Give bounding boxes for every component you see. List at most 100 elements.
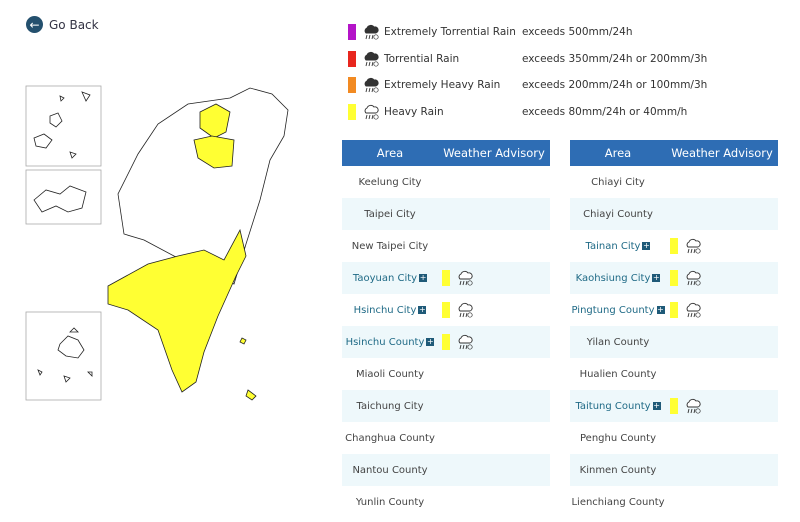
area-name: Chiayi County [583, 208, 653, 220]
table-row: Pingtung County + [570, 294, 778, 326]
legend-description: exceeds 500mm/24h [522, 26, 633, 38]
area-cell: Chiayi City [570, 166, 666, 198]
column-header: Weather Advisory [438, 140, 550, 166]
expand-button[interactable]: + [642, 240, 651, 250]
area-cell: Kinmen County [570, 454, 666, 486]
area-cell: Changhua County [342, 422, 438, 454]
area-cell: Hsinchu City + [342, 294, 438, 326]
table-row: Changhua County [342, 422, 550, 454]
area-cell: Keelung City [342, 166, 438, 198]
advisory [670, 237, 778, 255]
area-name[interactable]: Kaohsiung City [575, 272, 651, 284]
table-row: Miaoli County [342, 358, 550, 390]
expand-button[interactable]: + [419, 272, 428, 282]
legend-swatch [348, 77, 356, 94]
advisory-swatch [670, 270, 678, 286]
rain-icon [364, 24, 379, 40]
area-cell: Pingtung County + [570, 294, 666, 326]
table-row: Hualien County [570, 358, 778, 390]
back-label: Go Back [49, 17, 99, 32]
advisory [442, 301, 550, 319]
go-back[interactable]: ← Go Back [26, 16, 99, 33]
rain-icon [686, 238, 701, 254]
table-row: Taitung County + [570, 390, 778, 422]
area-name[interactable]: Hsinchu City [353, 304, 417, 316]
expand-button[interactable]: + [656, 304, 665, 314]
area-name: Changhua County [345, 432, 435, 444]
advisory [442, 333, 550, 351]
legend-item: Heavy Rain exceeds 80mm/24h or 40mm/h [348, 102, 687, 122]
legend-item: Extremely Heavy Rain exceeds 200mm/24h or… [348, 75, 707, 95]
expand-button[interactable]: + [418, 304, 427, 314]
area-name: Yilan County [586, 336, 650, 348]
area-cell: Kaohsiung City + [570, 262, 666, 294]
advisory-cell [438, 358, 550, 390]
expand-button[interactable]: + [652, 400, 661, 410]
table-row: Nantou County [342, 454, 550, 486]
area-name[interactable]: Tainan City [585, 240, 641, 252]
map [25, 85, 289, 401]
advisory-cell [666, 262, 778, 294]
column-header: Area [570, 140, 666, 166]
area-name: Taipei City [364, 208, 416, 220]
table-row: Taoyuan City + [342, 262, 550, 294]
advisory-cell [438, 262, 550, 294]
advisory-table: Area Weather Advisory Chiayi City Chiayi Co… [570, 140, 778, 518]
area-name: Hualien County [579, 368, 657, 380]
area-cell: Penghu County [570, 422, 666, 454]
advisory-cell [438, 166, 550, 198]
legend-swatch [348, 50, 356, 67]
table-row: Kinmen County [570, 454, 778, 486]
area-name: New Taipei City [351, 240, 429, 252]
table-row: Chiayi County [570, 198, 778, 230]
rain-icon [364, 51, 379, 67]
area-name: Taichung City [356, 400, 424, 412]
advisory-cell [666, 198, 778, 230]
rain-icon [458, 334, 473, 350]
advisory-cell [666, 326, 778, 358]
back-icon: ← [26, 16, 43, 33]
advisory-cell [438, 390, 550, 422]
legend-item: Extremely Torrential Rain exceeds 500mm/2… [348, 22, 633, 42]
rain-icon [458, 270, 473, 286]
expand-button[interactable]: + [652, 272, 661, 282]
advisory-cell [666, 422, 778, 454]
advisory-cell [438, 294, 550, 326]
advisory-cell [666, 166, 778, 198]
area-name[interactable]: Taitung County [575, 400, 651, 412]
area-name[interactable]: Hsinchu County [345, 336, 425, 348]
advisory-cell [666, 294, 778, 326]
advisory-swatch [442, 302, 450, 318]
advisory [670, 301, 778, 319]
table-row: Hsinchu City + [342, 294, 550, 326]
area-name: Miaoli County [355, 368, 424, 380]
advisory-swatch [442, 334, 450, 350]
area-cell: Chiayi County [570, 198, 666, 230]
legend-name: Extremely Torrential Rain [384, 26, 516, 38]
rain-icon [364, 105, 379, 120]
table-row: Lienchiang County [570, 486, 778, 518]
area-cell: Miaoli County [342, 358, 438, 390]
legend-swatch [348, 24, 356, 40]
advisory [442, 269, 550, 287]
header-row: Area Weather Advisory [570, 140, 778, 166]
legend-item: Torrential Rain exceeds 350mm/24h or 200m… [348, 49, 707, 69]
area-name[interactable]: Taoyuan City [352, 272, 418, 284]
rain-icon [458, 302, 473, 318]
area-cell: Tainan City + [570, 230, 666, 262]
legend-description: exceeds 350mm/24h or 200mm/3h [522, 52, 708, 65]
area-cell: Taitung County + [570, 390, 666, 422]
rain-icon [686, 270, 701, 286]
table-row: Keelung City [342, 166, 550, 198]
column-header: Area [342, 140, 438, 166]
table-row: Penghu County [570, 422, 778, 454]
area-cell: Taichung City [342, 390, 438, 422]
area-cell: Hualien County [570, 358, 666, 390]
legend-description: exceeds 80mm/24h or 40mm/h [522, 106, 688, 119]
column-header: Weather Advisory [666, 140, 778, 166]
expand-button[interactable]: + [426, 336, 435, 346]
area-name: Nantou County [352, 464, 428, 476]
area-name: Lienchiang County [571, 496, 665, 508]
area-name[interactable]: Pingtung County [571, 304, 655, 316]
